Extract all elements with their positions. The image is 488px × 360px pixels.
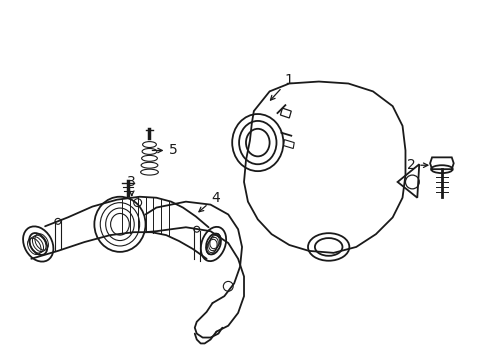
Text: 1: 1 bbox=[270, 73, 293, 100]
Text: 3: 3 bbox=[127, 175, 136, 195]
Text: 5: 5 bbox=[152, 144, 178, 157]
Polygon shape bbox=[429, 157, 453, 169]
Text: 2: 2 bbox=[406, 158, 427, 172]
Text: 4: 4 bbox=[199, 191, 220, 212]
